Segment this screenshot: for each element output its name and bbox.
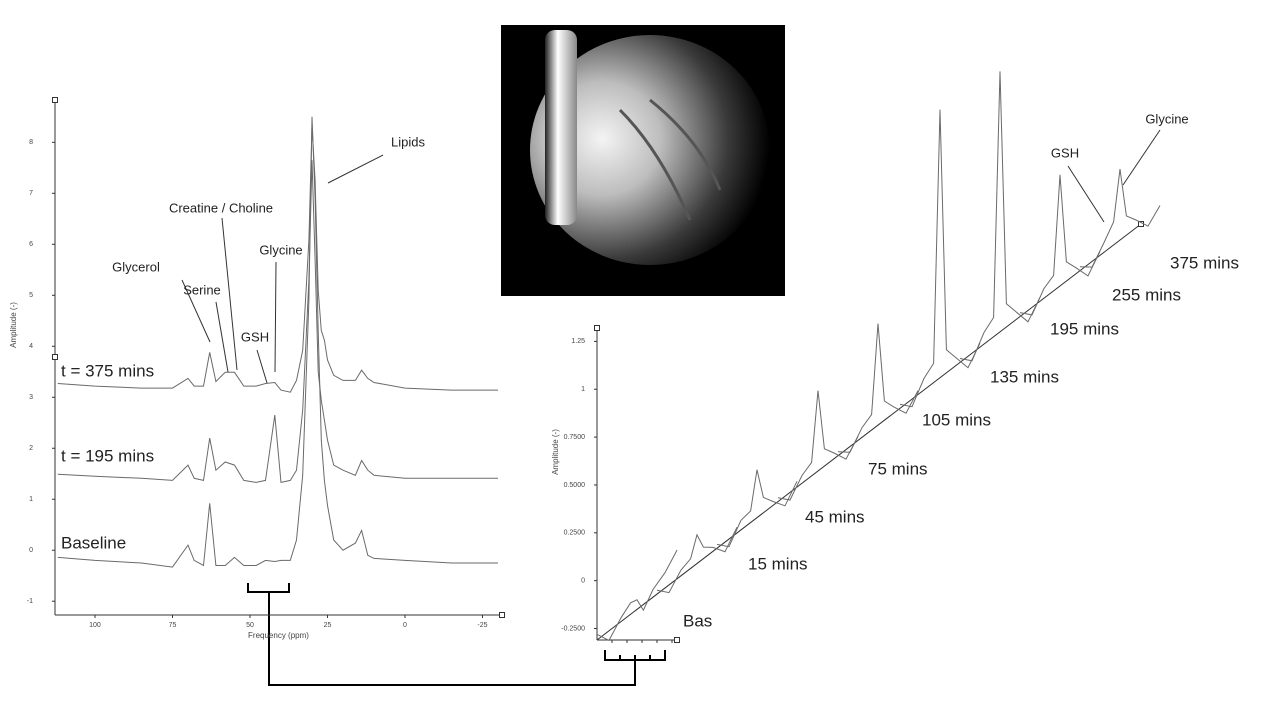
y-tick-label: 0 [581, 578, 585, 585]
x-tick-label: 25 [324, 622, 332, 629]
spectrum-line [1079, 169, 1161, 268]
x-tick-label: 75 [169, 622, 177, 629]
annotation-leader [274, 261, 277, 373]
waterfall-chart: -0.2500 0 0.2500 0.5000 0.7500 1 1.25 Amplitude… [551, 71, 1239, 643]
diagonal-axis [596, 223, 1142, 641]
spectrum-line [899, 109, 981, 408]
connector [247, 583, 666, 686]
annotation-leader [327, 154, 384, 184]
spectrum-line [716, 469, 798, 548]
series-label: Baseline [61, 533, 126, 552]
peak-annotation: GSH [241, 329, 269, 344]
series-label: t = 375 mins [61, 361, 154, 380]
axis-end [674, 637, 680, 643]
y-tick-label: 1 [581, 386, 585, 393]
spectrum-line [837, 323, 919, 453]
spectrum-line [57, 116, 498, 568]
y-tick-label: 7 [29, 190, 33, 197]
y-tick-label: 6 [29, 241, 33, 248]
spectrum-line [57, 160, 498, 484]
y-tick-label: 3 [29, 394, 33, 401]
x-tick-label: -25 [477, 622, 487, 629]
spectrum-line [57, 125, 498, 393]
series-label: 375 mins [1170, 253, 1239, 272]
axis-end [499, 612, 505, 618]
y-tick-label: 0.5000 [564, 482, 586, 489]
y-tick-label: 0 [29, 547, 33, 554]
y-tick-label: 0.2500 [564, 530, 586, 537]
peak-annotation: Glycerol [112, 259, 160, 274]
y-tick-label: 4 [29, 343, 33, 350]
axis-end [52, 97, 58, 103]
y-tick-label: 0.7500 [564, 434, 586, 441]
peak-annotation: Serine [183, 282, 221, 297]
series-label: 195 mins [1050, 319, 1119, 338]
y-tick-label: 2 [29, 445, 33, 452]
x-axis-label: Frequency (ppm) [248, 631, 309, 640]
series-label: Bas [683, 611, 712, 630]
series-label: 255 mins [1112, 285, 1181, 304]
series-label: 15 mins [748, 554, 808, 573]
y-tick-label: 1.25 [571, 338, 585, 345]
axis-end [594, 325, 600, 331]
y-tick-label: 5 [29, 292, 33, 299]
series-label: 135 mins [990, 367, 1059, 386]
series-label: t = 195 mins [61, 446, 154, 465]
spectrum-line [656, 526, 738, 594]
annotation-leader [221, 217, 238, 371]
annotation-leader [1067, 165, 1105, 223]
x-tick-label: 50 [246, 622, 254, 629]
peak-annotation: GSH [1051, 145, 1079, 160]
y-tick-label: -0.2500 [561, 625, 585, 632]
series-label: 105 mins [922, 410, 991, 429]
y-tick-label: 1 [29, 496, 33, 503]
spectrum-line [596, 549, 678, 642]
annotation-leader [215, 301, 229, 373]
y-axis-label: Amplitude (-) [9, 302, 18, 348]
series-label: 45 mins [805, 507, 865, 526]
spectrum-line [1019, 174, 1101, 316]
peak-annotation: Glycine [1145, 111, 1188, 126]
x-tick-label: 100 [89, 622, 101, 629]
annotation-leader [181, 279, 211, 343]
series-label: 75 mins [868, 459, 928, 478]
mri-image [501, 25, 785, 296]
y-axis-label: Amplitude (-) [551, 429, 560, 475]
annotation-leader [1122, 129, 1161, 186]
axis-end [52, 354, 58, 360]
y-tick-label: 8 [29, 139, 33, 146]
y-tick-label: -1 [27, 598, 33, 605]
x-tick-label: 0 [403, 622, 407, 629]
spectrum-line [959, 71, 1041, 362]
annotation-leader [256, 349, 268, 384]
peak-annotation: Creatine / Choline [169, 200, 273, 215]
peak-annotation: Lipids [391, 134, 425, 149]
spectra-chart: -1 0 1 2 3 4 5 6 7 8 100 75 50 25 0 -25 Frequency (ppm) A… [9, 97, 505, 640]
spectrum-line [777, 390, 859, 501]
peak-annotation: Glycine [259, 242, 302, 257]
